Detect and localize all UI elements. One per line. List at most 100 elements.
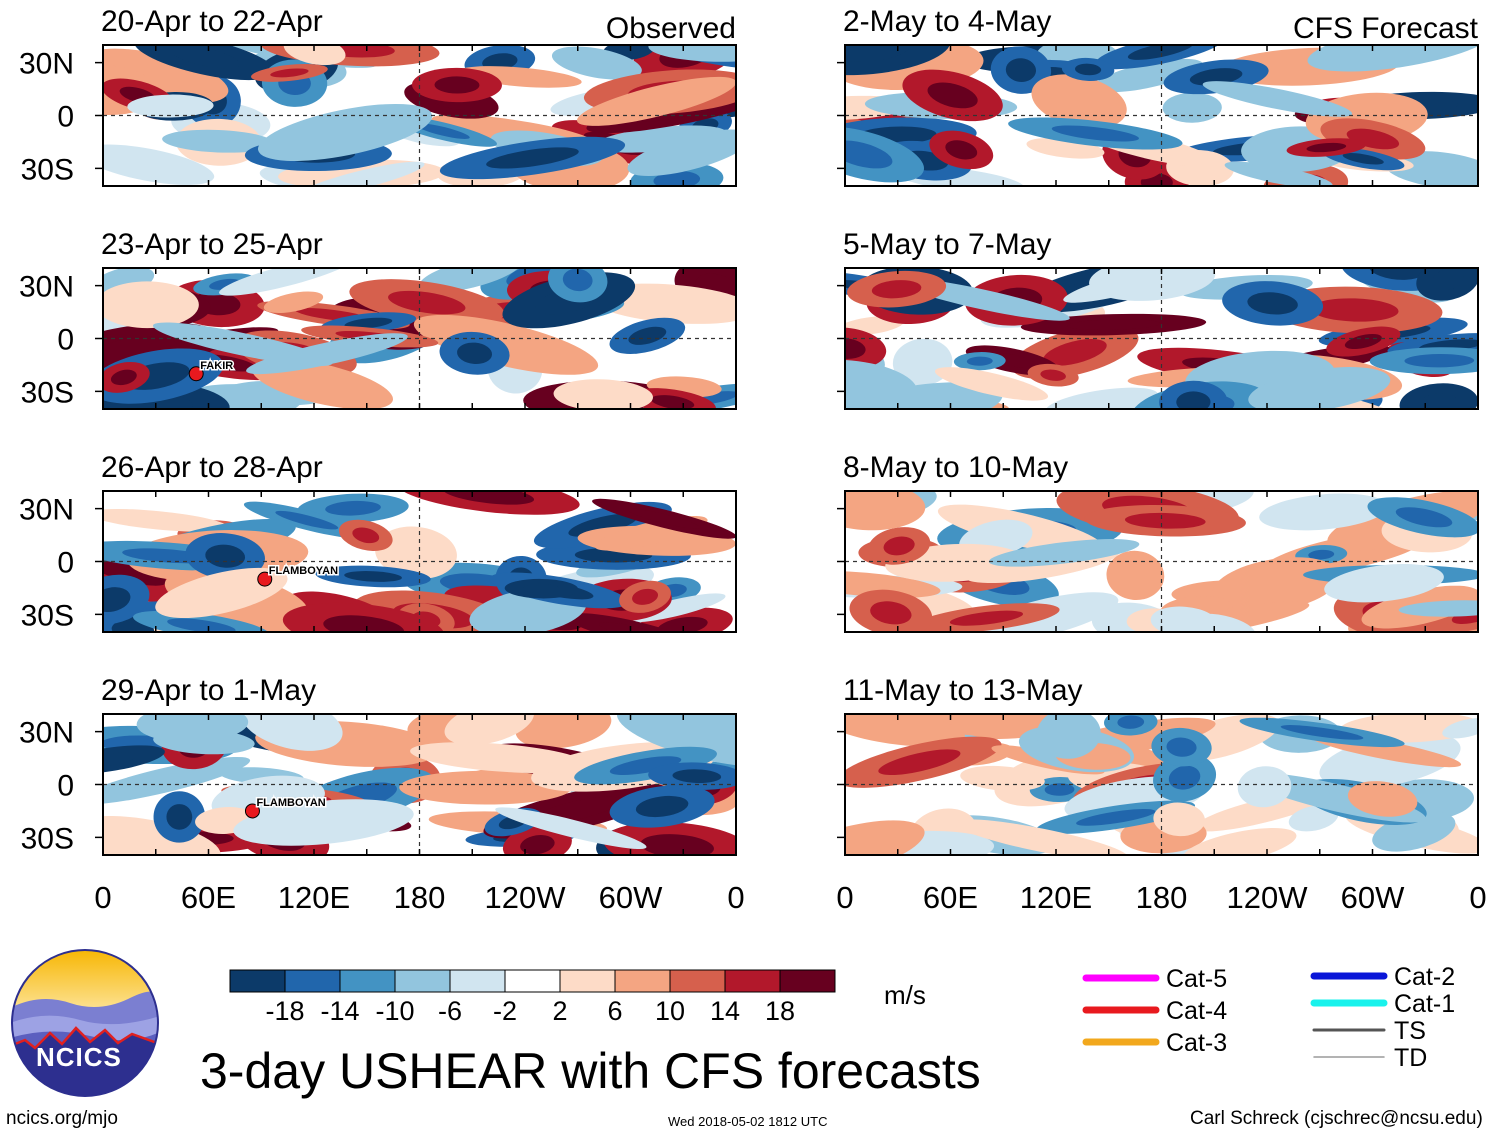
shading-field xyxy=(845,714,1478,855)
lat-label: 30N xyxy=(19,271,74,304)
lon-label: 0 xyxy=(727,880,744,915)
lat-label: 30S xyxy=(21,376,74,409)
shear-contour xyxy=(103,48,229,104)
legend-label: TD xyxy=(1394,1044,1427,1072)
shear-contour xyxy=(410,742,587,773)
shear-contour-core xyxy=(275,510,339,530)
column-header: CFS Forecast xyxy=(1293,12,1479,45)
lat-label: 30N xyxy=(19,48,74,81)
legend-label: Cat-2 xyxy=(1394,963,1455,991)
shear-contour-core xyxy=(945,140,978,160)
shear-contour xyxy=(1324,564,1444,603)
shear-contour xyxy=(1211,557,1340,613)
shear-contour-core xyxy=(927,82,978,109)
timestamp: Wed 2018-05-02 1812 UTC xyxy=(668,1114,828,1129)
shear-contour xyxy=(845,820,925,855)
shear-contour xyxy=(1398,600,1478,617)
colorbar-label: 14 xyxy=(710,996,740,1026)
shear-contour-core xyxy=(1166,737,1197,757)
lon-label: 120W xyxy=(485,880,567,915)
shear-contour-core xyxy=(1308,549,1335,560)
lon-label: 180 xyxy=(394,880,446,915)
legend-label: Cat-5 xyxy=(1166,965,1227,993)
shear-contour-core xyxy=(520,835,555,855)
shear-contour xyxy=(627,129,736,177)
panel-title: 2-May to 4-May xyxy=(843,5,1051,38)
units-label: m/s xyxy=(884,980,926,1010)
shear-contour-core xyxy=(110,369,137,386)
colorbar-label: 6 xyxy=(607,996,622,1026)
lat-label: 0 xyxy=(57,101,74,134)
shear-contour-core xyxy=(103,587,131,613)
shear-contour-core xyxy=(1176,391,1211,409)
shear-contour-core xyxy=(1306,142,1347,153)
shear-contour-core xyxy=(166,804,193,830)
shear-contour xyxy=(845,382,1003,409)
panel: 23-Apr to 25-Apr 30N 0 30S FAKIR xyxy=(19,228,737,410)
shear-contour-core xyxy=(1342,153,1384,165)
shear-contour xyxy=(1237,766,1292,808)
site-url[interactable]: ncics.org/mjo xyxy=(6,1108,118,1129)
shear-contour xyxy=(444,714,535,746)
shear-contour xyxy=(162,129,274,153)
shear-contour-core xyxy=(323,615,405,632)
shear-contour xyxy=(155,567,288,619)
lon-label: 120E xyxy=(1020,880,1092,915)
shear-contour-core xyxy=(632,588,659,605)
shear-contour xyxy=(648,45,736,62)
colorbar-label: 10 xyxy=(655,996,685,1026)
colorbar-label: -10 xyxy=(375,996,414,1026)
lon-label: 120E xyxy=(278,880,350,915)
shear-contour-core xyxy=(609,756,682,776)
author-credit[interactable]: Carl Schreck (cjschrec@ncsu.edu) xyxy=(1190,1108,1483,1129)
panel-title: 8-May to 10-May xyxy=(843,451,1068,484)
shear-contour xyxy=(1307,45,1478,72)
lat-label: 0 xyxy=(57,547,74,580)
shear-contour-core xyxy=(352,527,380,544)
shear-contour xyxy=(1063,268,1207,303)
panel: 29-Apr to 1-May 30N 0 30S FLAMBOYAN xyxy=(19,674,737,856)
shear-contour-core xyxy=(845,45,911,62)
lon-label: 60W xyxy=(1341,880,1405,915)
shear-contour-core xyxy=(628,508,701,529)
lon-label: 0 xyxy=(94,880,111,915)
shading-field xyxy=(845,491,1478,632)
panel: 5-May to 7-May xyxy=(837,228,1479,410)
shear-contour xyxy=(375,526,457,579)
shear-contour xyxy=(934,367,1049,401)
lon-label: 60W xyxy=(599,880,663,915)
shear-contour-core xyxy=(1280,725,1364,740)
shear-contour-core xyxy=(1044,783,1075,796)
shear-contour-core xyxy=(1404,353,1475,368)
colorbar-swatch xyxy=(614,969,671,993)
shear-contour-core xyxy=(871,280,922,299)
shear-contour-core xyxy=(344,571,402,582)
logo-text: NCICS xyxy=(36,1042,122,1072)
panel-title: 5-May to 7-May xyxy=(843,228,1051,261)
lat-label: 0 xyxy=(57,324,74,357)
shear-contour xyxy=(1153,802,1206,837)
shear-contour xyxy=(576,76,736,126)
shear-contour-core xyxy=(415,123,470,139)
shear-contour-core xyxy=(966,356,993,366)
shear-contour-core xyxy=(434,76,480,94)
shear-contour-core xyxy=(1067,319,1160,330)
lat-label: 0 xyxy=(57,770,74,803)
colorbar-label: -18 xyxy=(265,996,304,1026)
panel: 26-Apr to 28-Apr 30N 0 30S FLAMBOYAN xyxy=(19,451,737,633)
colorbar-label: 2 xyxy=(552,996,567,1026)
shear-contour xyxy=(258,103,433,162)
lat-label: 30N xyxy=(19,494,74,527)
shear-contour xyxy=(233,799,414,846)
legend-label: TS xyxy=(1394,1017,1426,1045)
shear-contour xyxy=(1093,58,1203,93)
panel: 20-Apr to 22-Apr Observed 30N 0 30S xyxy=(19,5,737,187)
shear-contour-core xyxy=(442,491,535,505)
storm-marker xyxy=(244,803,260,819)
shear-contour-core xyxy=(653,171,701,186)
panel: 2-May to 4-May CFS Forecast xyxy=(837,5,1479,187)
shear-contour-core xyxy=(883,536,915,556)
legend-label: Cat-3 xyxy=(1166,1029,1227,1057)
shear-contour xyxy=(1150,606,1219,632)
